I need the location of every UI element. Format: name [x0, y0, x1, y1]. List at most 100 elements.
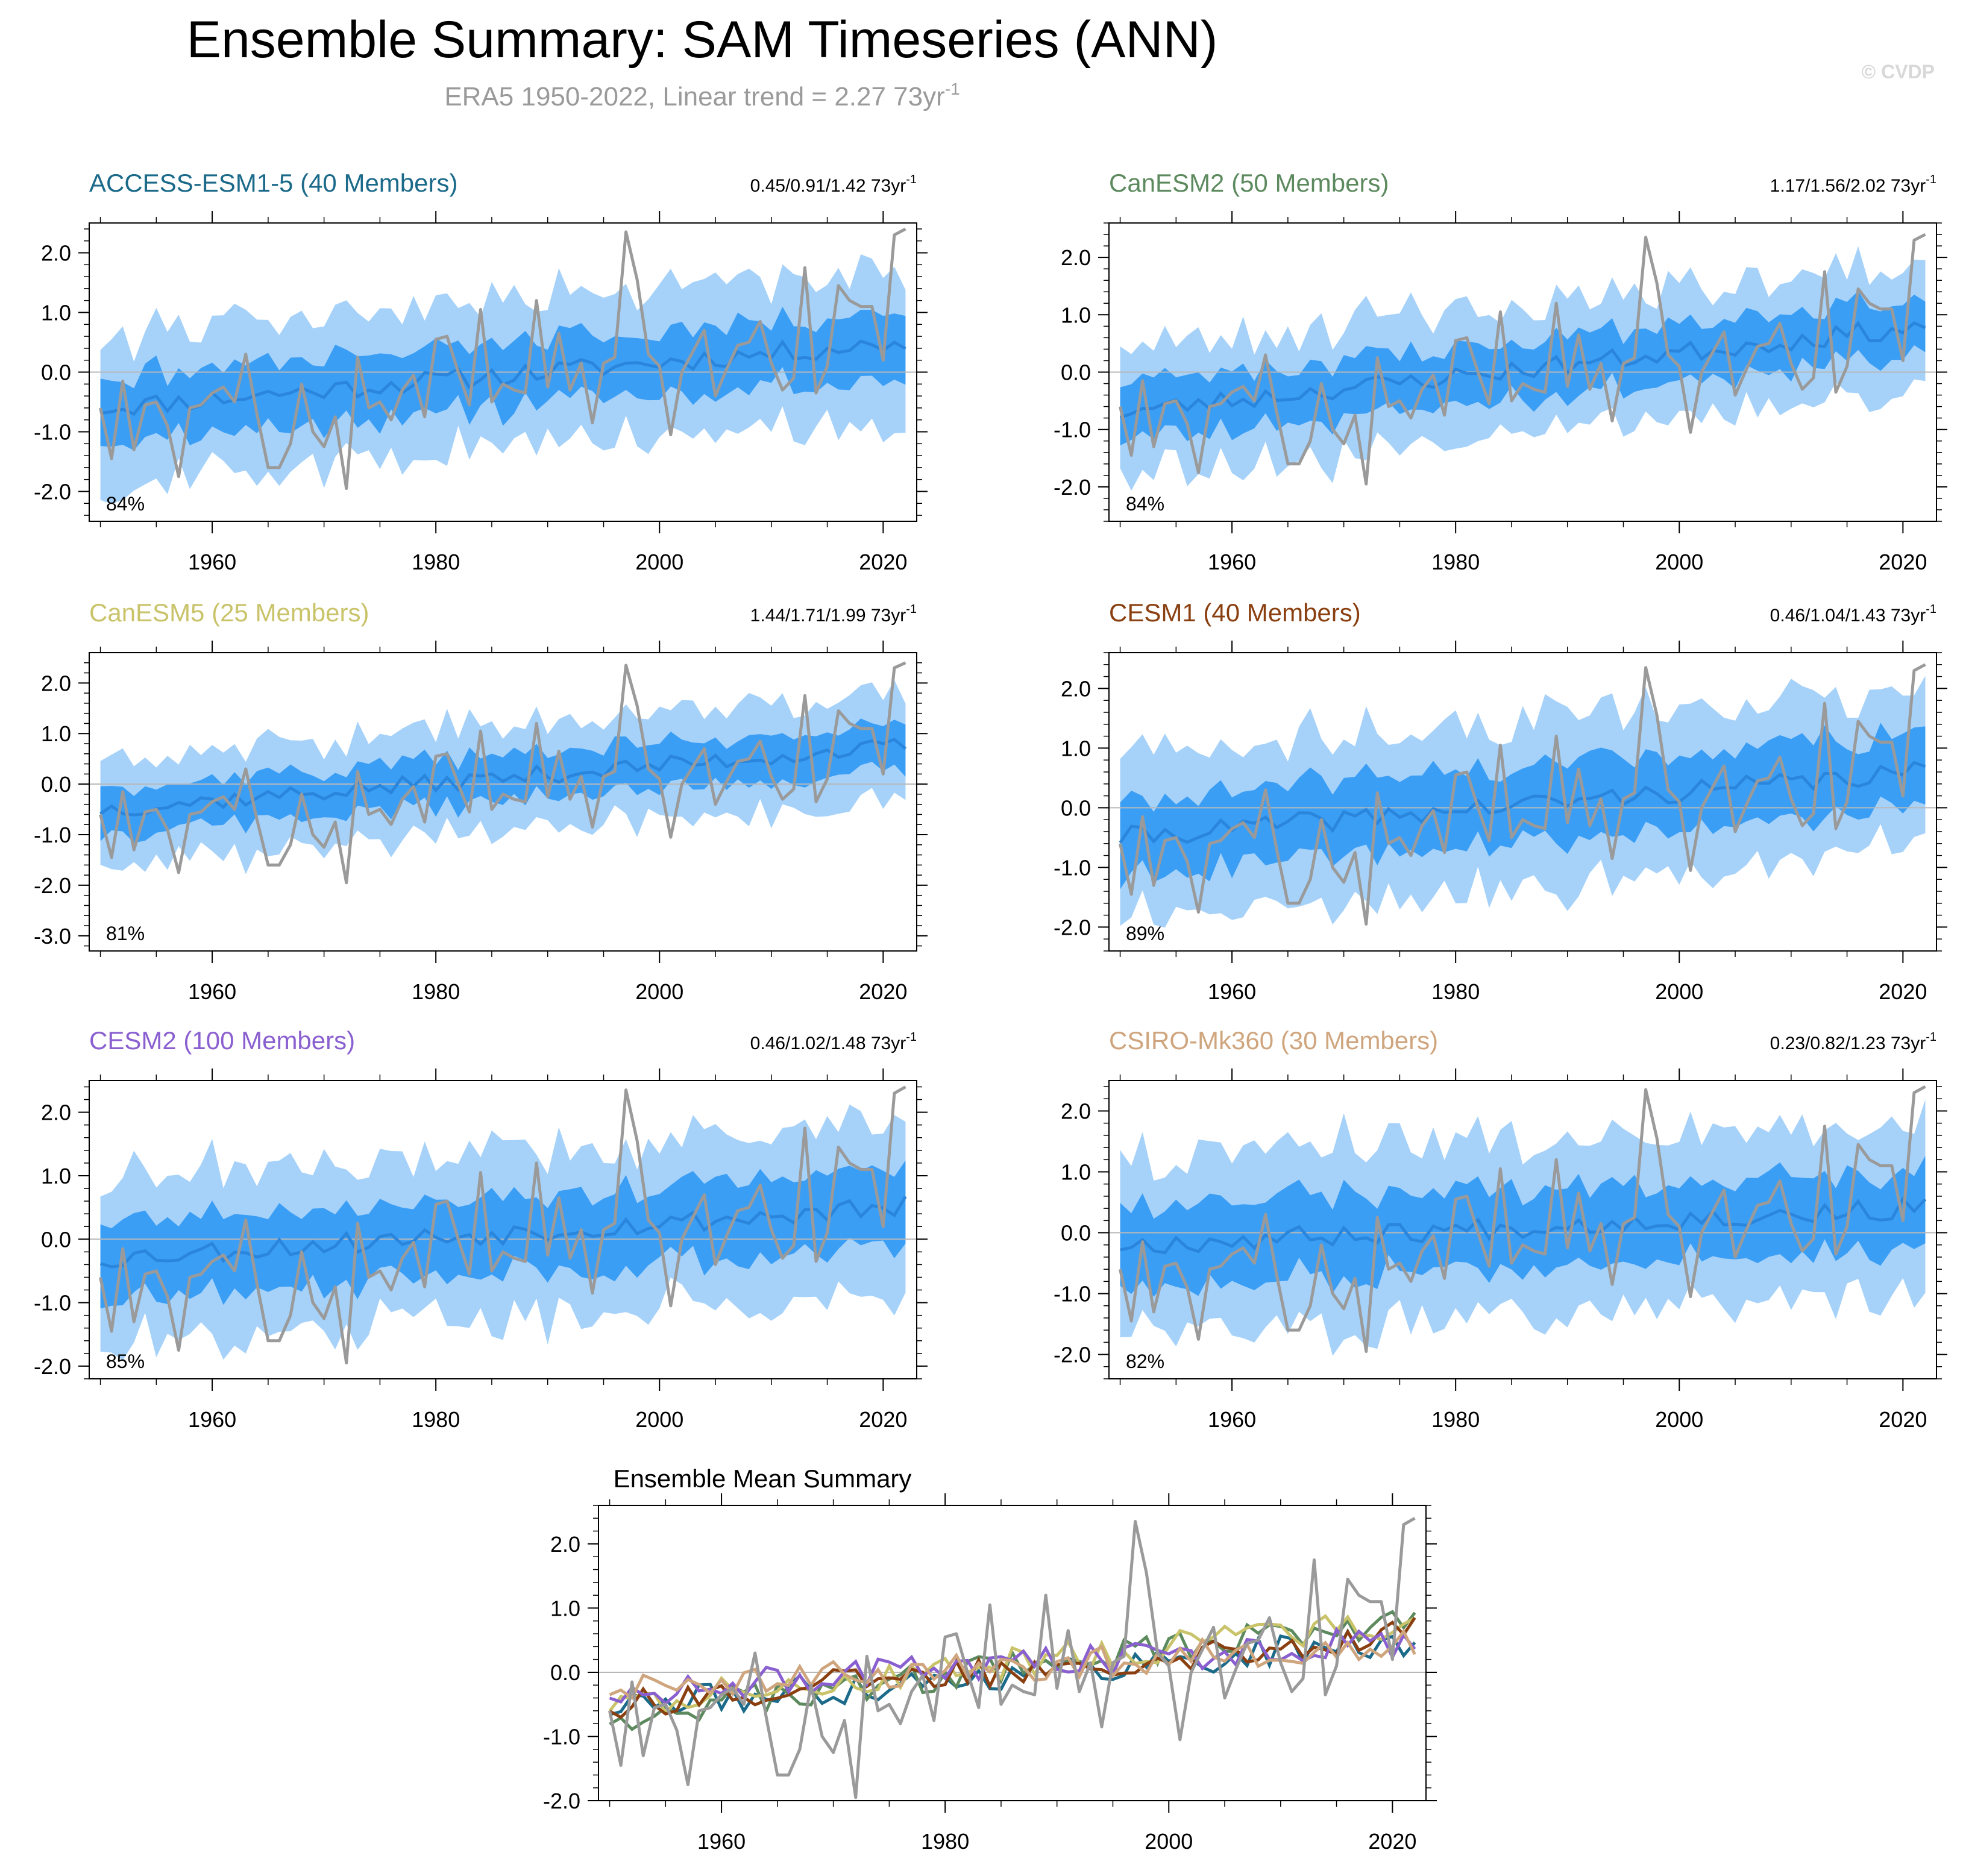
y-tick-label: 0.0: [1061, 795, 1091, 820]
plot-frame: [1108, 1080, 1937, 1379]
panel-title: ACCESS-ESM1-5 (40 Members): [89, 169, 457, 197]
trend-unit-sup: -1: [1926, 173, 1936, 186]
y-tick-label: -1.0: [543, 1724, 580, 1749]
x-tick-label: 1980: [1431, 1407, 1480, 1432]
trend-value: 0.23/0.82/1.23 73yr: [1770, 1034, 1926, 1053]
trend-value: 1.44/1.71/1.99 73yr: [750, 606, 906, 626]
figure-subtitle: ERA5 1950-2022, Linear trend = 2.27 73yr…: [444, 80, 960, 111]
figure-title: Ensemble Summary: SAM Timeseries (ANN): [187, 11, 1218, 69]
obs-line: [99, 227, 906, 491]
x-tick-label: 1980: [412, 1407, 460, 1432]
y-tick-label: 0.0: [41, 1227, 71, 1252]
y-tick-label: 0.0: [1061, 360, 1091, 385]
y-tick-label: 1.0: [1061, 1160, 1091, 1185]
obs-line: [1119, 233, 1926, 486]
x-tick-label: 2000: [1655, 979, 1703, 1004]
y-tick-label: -3.0: [34, 924, 71, 949]
plot-area: [89, 227, 917, 504]
x-tick-label: 1960: [1208, 979, 1256, 1004]
x-tick-label: 2020: [1879, 550, 1927, 574]
panel-percentage: 84%: [1126, 493, 1164, 515]
plot-area: [89, 1085, 917, 1365]
x-tick-label: 1960: [697, 1829, 746, 1854]
panel-trend: 1.17/1.56/2.02 73yr-1: [1770, 173, 1936, 196]
y-tick-label: 0.0: [550, 1660, 580, 1685]
y-tick-label: 1.0: [550, 1596, 580, 1620]
plot-area: [1109, 1085, 1936, 1356]
x-tick-label: 2020: [859, 979, 907, 1004]
y-tick-label: 0.0: [41, 360, 71, 385]
panel-CESM2: CESM2 (100 Members) 0.46/1.02/1.48 73yr-1…: [34, 1026, 928, 1432]
y-tick-label: 2.0: [41, 241, 71, 266]
x-tick-label: 1960: [188, 550, 236, 574]
ensemble-mean-line: [1120, 1196, 1927, 1255]
y-tick-label: -1.0: [34, 823, 71, 847]
x-tick-label: 1980: [412, 979, 460, 1004]
inner-spread-band: [1120, 290, 1926, 446]
panel-percentage: 84%: [106, 493, 145, 515]
plot-area: [1109, 233, 1936, 491]
panel-trend: 1.44/1.71/1.99 73yr-1: [750, 603, 917, 626]
y-tick-label: 1.0: [1061, 303, 1091, 327]
y-tick-label: -1.0: [34, 1291, 71, 1316]
y-tick-label: -1.0: [1054, 855, 1091, 880]
ensemble-mean-line: [99, 1196, 907, 1269]
panel-CanESM2: CanESM2 (50 Members) 1.17/1.56/2.02 73yr-…: [1054, 169, 1947, 574]
y-tick-label: 1.0: [1061, 736, 1091, 761]
panel-ACCESS-ESM1-5: ACCESS-ESM1-5 (40 Members) 0.45/0.91/1.42…: [34, 169, 928, 574]
plot-frame: [598, 1505, 1427, 1801]
panel-title: CESM2 (100 Members): [89, 1026, 355, 1055]
y-tick-label: -2.0: [34, 480, 71, 504]
panel-title: CSIRO-Mk360 (30 Members): [1109, 1026, 1438, 1055]
panels-group: ACCESS-ESM1-5 (40 Members) 0.45/0.91/1.42…: [34, 169, 1947, 1854]
ensemble-mean-line: [99, 738, 907, 817]
trend-unit-sup: -1: [1926, 603, 1936, 616]
trend-value: 0.45/0.91/1.42 73yr: [750, 176, 906, 196]
plot-frame: [89, 1080, 917, 1379]
series-line-ACCESS-ESM1-5: [609, 1628, 1416, 1716]
panel-percentage: 85%: [106, 1351, 145, 1372]
x-tick-label: 1980: [1431, 550, 1480, 574]
panel-title: CanESM2 (50 Members): [1109, 169, 1389, 197]
y-tick-label: 1.0: [41, 1164, 71, 1188]
y-tick-label: 0.0: [41, 772, 71, 797]
y-tick-label: 2.0: [41, 1100, 71, 1125]
trend-unit-sup: -1: [906, 603, 917, 616]
trend-unit-sup: -1: [1926, 1031, 1936, 1044]
obs-line: [1119, 663, 1926, 926]
y-tick-label: 0.0: [1061, 1221, 1091, 1246]
obs-line: [608, 1517, 1416, 1799]
x-tick-label: 1980: [921, 1829, 969, 1854]
panel-title: CESM1 (40 Members): [1109, 598, 1361, 627]
obs-line: [99, 1085, 906, 1365]
x-tick-label: 2000: [635, 550, 683, 574]
panel-percentage: 82%: [1126, 1351, 1164, 1372]
y-tick-label: 1.0: [41, 721, 71, 746]
x-tick-label: 1960: [188, 1407, 236, 1432]
trend-value: 1.17/1.56/2.02 73yr: [1770, 176, 1926, 196]
obs-line: [1119, 1085, 1926, 1354]
panel-CSIRO-Mk360: CSIRO-Mk360 (30 Members) 0.23/0.82/1.23 7…: [1054, 1026, 1947, 1432]
y-tick-label: -2.0: [34, 873, 71, 898]
x-tick-label: 1960: [1208, 550, 1256, 574]
x-tick-label: 2000: [1655, 550, 1703, 574]
y-tick-label: 2.0: [41, 671, 71, 695]
y-tick-label: 2.0: [1061, 676, 1091, 701]
x-tick-label: 2000: [635, 979, 683, 1004]
y-tick-label: 2.0: [1061, 245, 1091, 270]
x-tick-label: 2020: [859, 550, 907, 574]
watermark: © CVDP: [1862, 61, 1935, 83]
y-tick-label: -2.0: [1054, 475, 1091, 500]
trend-value: 0.46/1.02/1.48 73yr: [750, 1034, 906, 1053]
panel-title: Ensemble Mean Summary: [614, 1464, 912, 1493]
panel-trend: 0.46/1.02/1.48 73yr-1: [750, 1031, 917, 1053]
y-tick-label: -1.0: [1054, 418, 1091, 442]
panel-Ensemble Mean Summary: Ensemble Mean Summary 2.0 1.0 0.0 -1.0 -2.0 19…: [543, 1464, 1437, 1854]
panel-trend: 0.45/0.91/1.42 73yr-1: [750, 173, 917, 196]
plot-area: [598, 1517, 1426, 1799]
panel-title: CanESM5 (25 Members): [89, 598, 369, 627]
y-tick-label: -1.0: [34, 420, 71, 445]
x-tick-label: 2000: [1655, 1407, 1703, 1432]
inner-spread-band: [100, 306, 906, 451]
